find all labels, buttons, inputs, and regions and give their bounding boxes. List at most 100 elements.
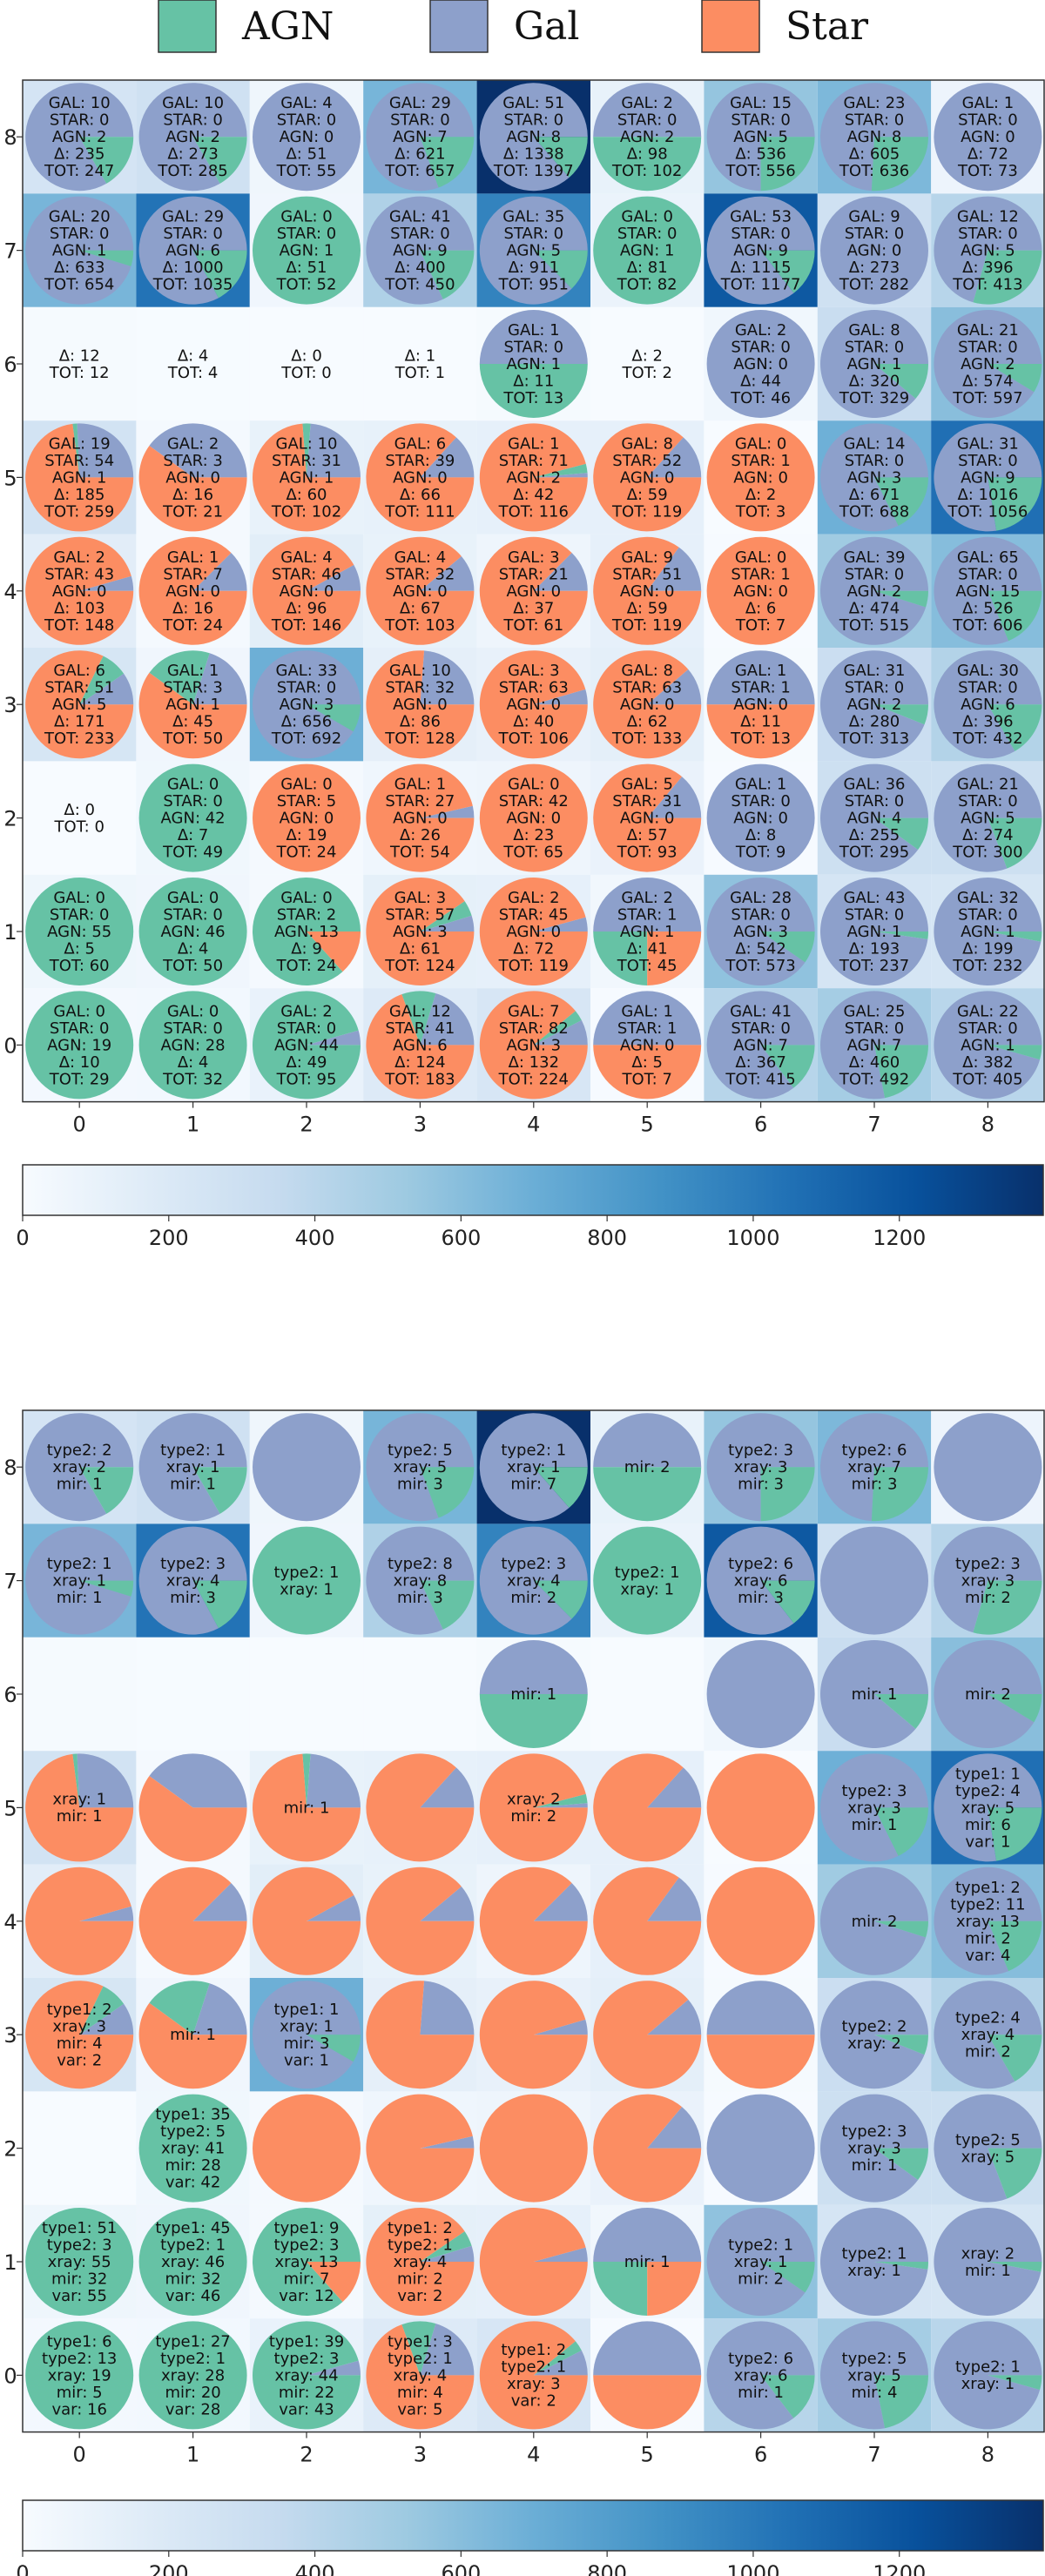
- pie-slice-gal: [706, 1640, 815, 1748]
- cell-label: mir: 3: [738, 1476, 784, 1494]
- cell-label: STAR: 0: [845, 792, 905, 810]
- colorbar-tick-label: 600: [441, 2561, 481, 2576]
- pie-slice-gal: [706, 763, 815, 872]
- cell-label: type2: 5: [842, 2350, 907, 2368]
- cell-label: STAR: 0: [50, 1019, 110, 1038]
- cell-label: STAR: 43: [44, 565, 114, 583]
- cell-label: AGN: 28: [161, 1036, 226, 1054]
- cell-label: GAL: 53: [730, 208, 792, 226]
- cell-label: type2: 1: [388, 2236, 453, 2255]
- cell-label: STAR: 0: [845, 111, 905, 130]
- y-tick-label: 0: [3, 1033, 17, 1058]
- colorbar-tick-label: 800: [587, 2561, 627, 2576]
- cell-label: STAR: 0: [504, 111, 564, 130]
- cell-label: Δ: 400: [394, 259, 445, 277]
- cell-label: AGN: 0: [393, 582, 448, 601]
- cell-label: AGN: 1: [620, 923, 675, 941]
- pie-slice-agn: [192, 137, 247, 184]
- colorbar-top: 0 200 400 600 800 1000 1200: [16, 1164, 1044, 1250]
- cell-label: STAR: 63: [612, 679, 682, 697]
- cell-label: AGN: 1: [52, 468, 107, 487]
- pie-slice-gal: [593, 2208, 702, 2262]
- cell-label: Δ: 12: [59, 346, 100, 365]
- cell-label: AGN: 7: [847, 1036, 902, 1054]
- cell-label: AGN: 6: [165, 242, 220, 260]
- cell-label: AGN: 0: [733, 582, 788, 601]
- cell-label: STAR: 32: [385, 565, 455, 583]
- pie-slice-gal: [706, 2094, 815, 2203]
- cell-label: GAL: 1: [508, 321, 560, 340]
- cell-label: AGN: 44: [274, 1036, 339, 1054]
- pie-slice-agn: [988, 590, 1042, 642]
- cell-label: TOT: 3: [735, 502, 785, 521]
- cell-label: type2: 13: [42, 2350, 117, 2368]
- pie-slice-star: [366, 1981, 475, 2089]
- cell-label: AGN: 0: [165, 468, 220, 487]
- cell-label: GAL: 22: [957, 1002, 1019, 1020]
- pie-slice-gal: [934, 83, 1042, 192]
- cell-label: TOT: 300: [952, 844, 1022, 862]
- cell-label: AGN: 7: [733, 1036, 788, 1054]
- colorbar-tick-label: 400: [295, 2561, 335, 2576]
- cell-label: GAL: 2: [53, 548, 105, 567]
- pie-slice-gal: [934, 423, 1042, 532]
- cell-label: STAR: 31: [272, 452, 341, 470]
- cell-label: Δ: 2: [631, 346, 663, 365]
- cell-label: AGN: 4: [847, 810, 902, 828]
- cell-label: xray: 4: [507, 1572, 561, 1591]
- heat-cell: [23, 2091, 137, 2205]
- pie-slice-gal: [79, 673, 134, 705]
- cell-label: mir: 2: [965, 2043, 1011, 2061]
- x-tick-label: 2: [300, 2443, 313, 2467]
- pie-slice-agn: [874, 1807, 928, 1856]
- cell-label: GAL: 0: [735, 548, 787, 567]
- cell-label: Δ: 51: [286, 145, 327, 164]
- cell-label: TOT: 1397: [493, 162, 574, 180]
- pie-slice-gal: [253, 1981, 361, 2089]
- cell-label: STAR: 54: [44, 452, 114, 470]
- pie-slice-gal: [934, 1526, 1042, 1633]
- pie-slice-agn: [138, 2094, 247, 2203]
- cell-label: TOT: 597: [952, 389, 1022, 407]
- cell-label: GAL: 2: [621, 889, 673, 907]
- cell-label: Δ: 185: [54, 486, 104, 504]
- y-tick-label: 2: [3, 2137, 17, 2162]
- pie-slice-agn: [988, 1045, 1042, 1060]
- pie-slice-gal: [253, 650, 361, 759]
- cell-label: mir: 2: [510, 1807, 556, 1826]
- cell-label: GAL: 25: [844, 1002, 906, 1020]
- pie-slice-gal: [307, 1030, 361, 1046]
- x-tick-label: 8: [981, 2443, 994, 2467]
- cell-label: type2: 5: [388, 1442, 453, 1460]
- pie-slice-gal: [192, 1983, 247, 2035]
- legend-label-gal: Gal: [514, 4, 579, 49]
- cell-label: mir: 1: [57, 1589, 103, 1607]
- pie-slice-gal: [307, 564, 361, 591]
- cell-label: xray: 6: [734, 1572, 788, 1591]
- pie-slice-agn: [192, 1580, 247, 1629]
- pie-slice-star: [479, 1753, 588, 1862]
- pie-slice-gal: [77, 1753, 134, 1808]
- pie-slice-gal: [533, 473, 588, 478]
- cell-label: GAL: 23: [844, 94, 906, 112]
- cell-label: Δ: 255: [849, 826, 900, 844]
- cell-label: var: 42: [165, 2174, 220, 2192]
- cell-label: GAL: 0: [280, 776, 333, 794]
- cell-label: Δ: 382: [962, 1053, 1013, 1072]
- cell-label: TOT: 55: [276, 162, 337, 180]
- cell-label: xray: 1: [620, 1580, 674, 1598]
- pie-slice-gal: [934, 650, 1042, 759]
- cell-label: AGN: 0: [280, 810, 334, 828]
- pie-slice-agn: [593, 196, 702, 305]
- pie-slice-agn: [253, 1526, 361, 1635]
- pie-slice-agn: [973, 250, 1042, 305]
- pie-slice-agn: [874, 477, 928, 526]
- pie-slice-gal: [307, 1753, 361, 1808]
- y-tick-label: 8: [3, 125, 17, 150]
- pie-slice-agn: [138, 991, 247, 1100]
- cell-label: Δ: 103: [54, 599, 104, 617]
- cell-label: AGN: 8: [506, 128, 561, 146]
- pie-slice-agn: [874, 2035, 928, 2055]
- cell-label: GAL: 0: [280, 889, 333, 907]
